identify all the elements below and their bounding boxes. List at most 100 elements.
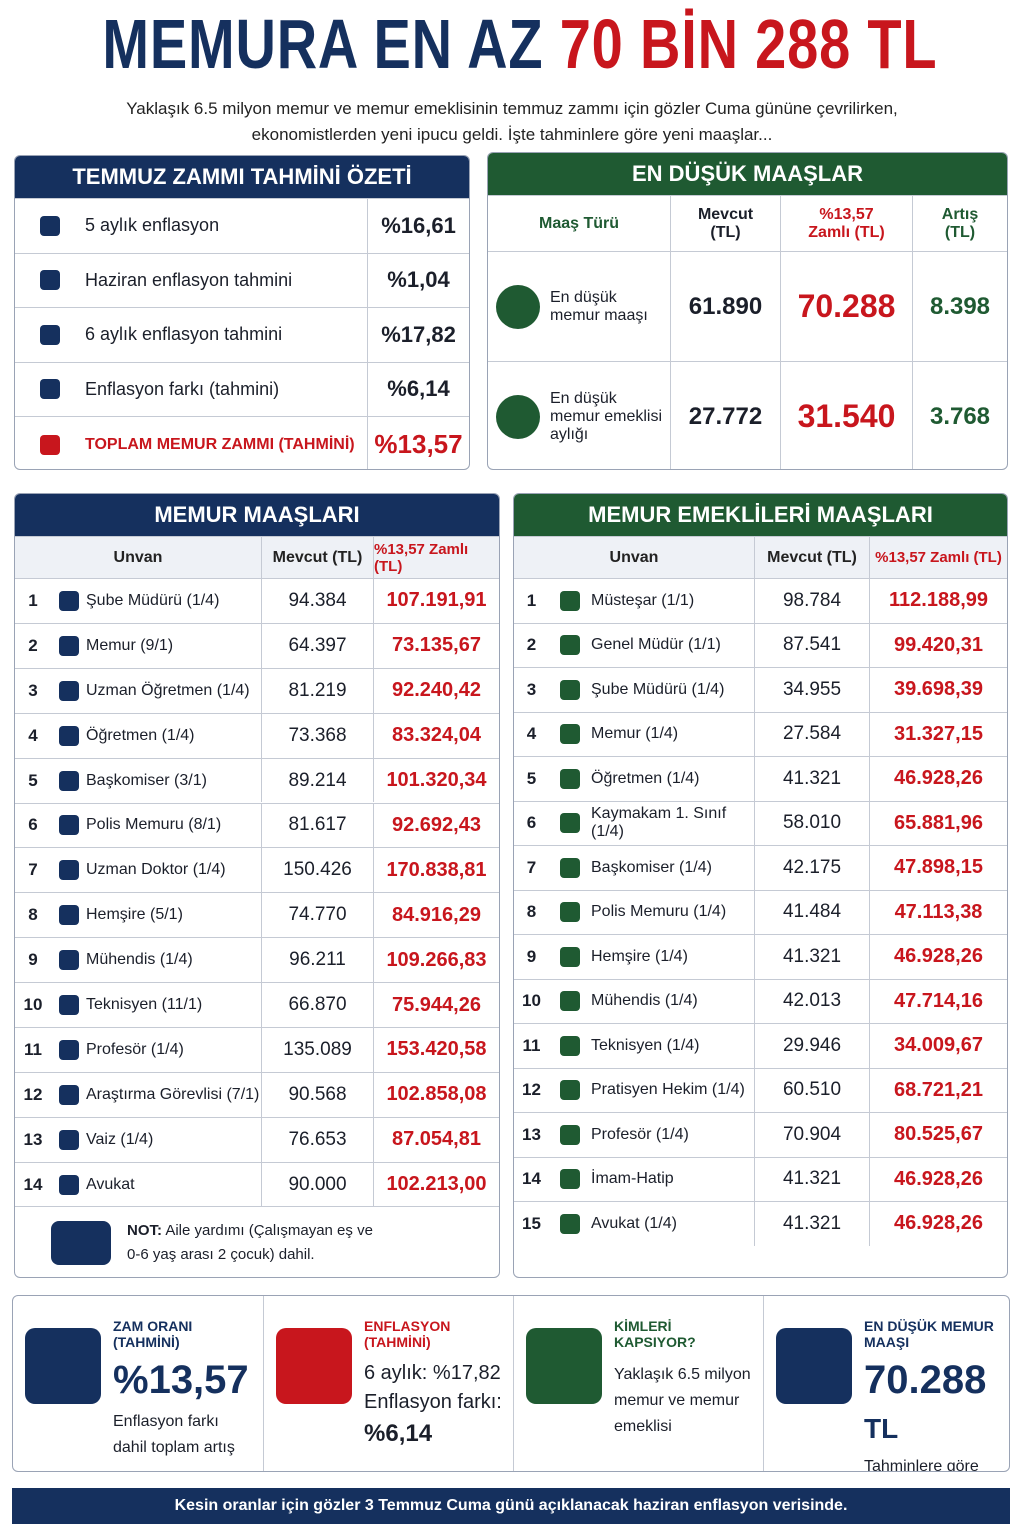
raised: 47.898,15 — [869, 846, 1007, 890]
card-value: 70.288 TL — [864, 1358, 1005, 1448]
icon — [51, 714, 86, 758]
raised: 75.944,26 — [373, 983, 499, 1027]
table-row: 8 Polis Memuru (1/4) 41.484 47.113,38 — [514, 889, 1007, 934]
title: Hemşire (1/4) — [591, 947, 688, 965]
current: 96.211 — [261, 938, 373, 983]
column-header: Mevcut (TL) — [754, 537, 869, 578]
civil-panel: MEMUR MAAŞLARI Unvan Mevcut (TL) %13,57 Za… — [14, 493, 500, 1278]
icon — [51, 893, 86, 937]
icon — [549, 668, 591, 712]
title: Araştırma Görevlisi (7/1) — [86, 1085, 260, 1103]
icon — [51, 938, 86, 982]
raised: 92.692,43 — [373, 803, 499, 848]
table-row: 12 Araştırma Görevlisi (7/1) 90.568 102.858… — [15, 1071, 499, 1117]
icon — [15, 270, 85, 291]
table-row: 5 Öğretmen (1/4) 41.321 46.928,26 — [514, 756, 1007, 801]
icon — [549, 802, 591, 846]
raised: 46.928,26 — [869, 935, 1007, 979]
table-row: 7 Başkomiser (1/4) 42.175 47.898,15 — [514, 845, 1007, 890]
title: Müsteşar (1/1) — [591, 591, 695, 609]
table-row: 2 Memur (9/1) 64.397 73.135,67 — [15, 622, 499, 668]
row-number: 2 — [526, 635, 537, 655]
raised: 65.881,96 — [869, 801, 1007, 845]
row-number: 4 — [28, 725, 38, 745]
column-header: %13,57 Zamlı (TL) — [780, 196, 912, 251]
title: Öğretmen (1/4) — [591, 769, 700, 787]
icon — [51, 669, 86, 713]
icon-shape — [58, 860, 79, 881]
icon — [51, 1073, 86, 1117]
current: 150.426 — [261, 848, 373, 893]
raised: 39.698,39 — [869, 668, 1007, 712]
title: Kaymakam 1. Sınıf (1/4) — [591, 805, 727, 841]
label: 6 aylık enflasyon tahmini — [85, 324, 283, 345]
table-row: 10 Mühendis (1/4) 42.013 47.714,16 — [514, 978, 1007, 1023]
panel-title: MEMUR MAAŞLARI — [15, 494, 499, 536]
current: 81.617 — [261, 803, 373, 848]
title: Teknisyen (11/1) — [86, 996, 203, 1014]
label: Enflasyon farkı (tahmini) — [85, 378, 280, 399]
icon-shape — [40, 379, 60, 400]
card-text: Tahminlere göre zamlı tutar — [864, 1458, 979, 1472]
lowest-row: En düşük memur emeklisi aylığı 27.772 31.5… — [488, 361, 1007, 469]
card-title: KİMLERİ KAPSIYOR? — [614, 1318, 696, 1350]
cell: 61.890 — [670, 252, 780, 361]
card-icon — [526, 1328, 602, 1404]
info-card: ZAM ORANI (TAHMİNİ) %13,57 Enflasyon farkı… — [13, 1296, 263, 1471]
current: 42.175 — [754, 846, 869, 890]
table-row: 13 Vaiz (1/4) 76.653 87.054,81 — [15, 1116, 499, 1162]
raised: 107.191,91 — [373, 579, 499, 623]
title: Polis Memuru (1/4) — [591, 903, 727, 921]
current: 64.397 — [261, 623, 373, 668]
icon — [549, 1069, 591, 1113]
table-row: 1 Şube Müdürü (1/4) 94.384 107.191,91 — [15, 578, 499, 623]
table-row: 15 Avukat (1/4) 41.321 46.928,26 — [514, 1201, 1007, 1246]
raised: 46.928,26 — [869, 757, 1007, 801]
icon — [51, 848, 86, 892]
unit: TL — [864, 1413, 899, 1444]
raised: 170.838,81 — [373, 848, 499, 893]
icon — [15, 324, 85, 345]
title: Avukat — [86, 1175, 135, 1193]
value: 70.288 — [797, 288, 896, 324]
icon-shape — [40, 270, 60, 291]
row-number: 8 — [28, 905, 38, 925]
table-row: 14 Avukat 90.000 102.213,00 — [15, 1161, 499, 1207]
icon-shape — [560, 857, 580, 878]
current: 42.013 — [754, 979, 869, 1023]
label: 5 aylık enflasyon — [85, 215, 220, 236]
cell: En düşük memur maaşı — [488, 252, 670, 361]
title: İmam-Hatip — [591, 1170, 674, 1188]
cell: 8.398 — [912, 252, 1007, 361]
title-part: MEMURA EN AZ — [102, 5, 544, 83]
icon-shape — [560, 1035, 580, 1056]
title: Polis Memuru (8/1) — [86, 816, 222, 834]
title: Profesör (1/4) — [591, 1125, 689, 1143]
row-number: 9 — [28, 950, 38, 970]
column-header: Artış (TL) — [912, 196, 1007, 251]
row-number: 15 — [522, 1213, 541, 1233]
icon — [51, 759, 86, 803]
title: Uzman Doktor (1/4) — [86, 861, 226, 879]
label: TOPLAM MEMUR ZAMMI (TAHMİNİ) — [85, 435, 355, 453]
row-number: 1 — [28, 590, 38, 610]
current: 41.321 — [754, 1157, 869, 1201]
icon-shape — [58, 905, 79, 926]
row-number: 10 — [522, 991, 541, 1011]
icon-shape — [58, 950, 79, 971]
raised: 87.054,81 — [373, 1117, 499, 1162]
table-row: 9 Hemşire (1/4) 41.321 46.928,26 — [514, 934, 1007, 979]
raised: 153.420,58 — [373, 1028, 499, 1072]
row-number: 7 — [28, 860, 38, 880]
current: 73.368 — [261, 713, 373, 758]
card-title: ENFLASYON (TAHMİNİ) — [364, 1318, 451, 1350]
raised: 47.714,16 — [869, 979, 1007, 1023]
title: Başkomiser (1/4) — [591, 858, 712, 876]
value: %13,57 — [367, 417, 469, 469]
icon — [15, 215, 85, 236]
row-number: 9 — [526, 946, 537, 966]
raised: 84.916,29 — [373, 893, 499, 938]
current: 41.321 — [754, 935, 869, 979]
title: Genel Müdür (1/1) — [591, 636, 721, 654]
